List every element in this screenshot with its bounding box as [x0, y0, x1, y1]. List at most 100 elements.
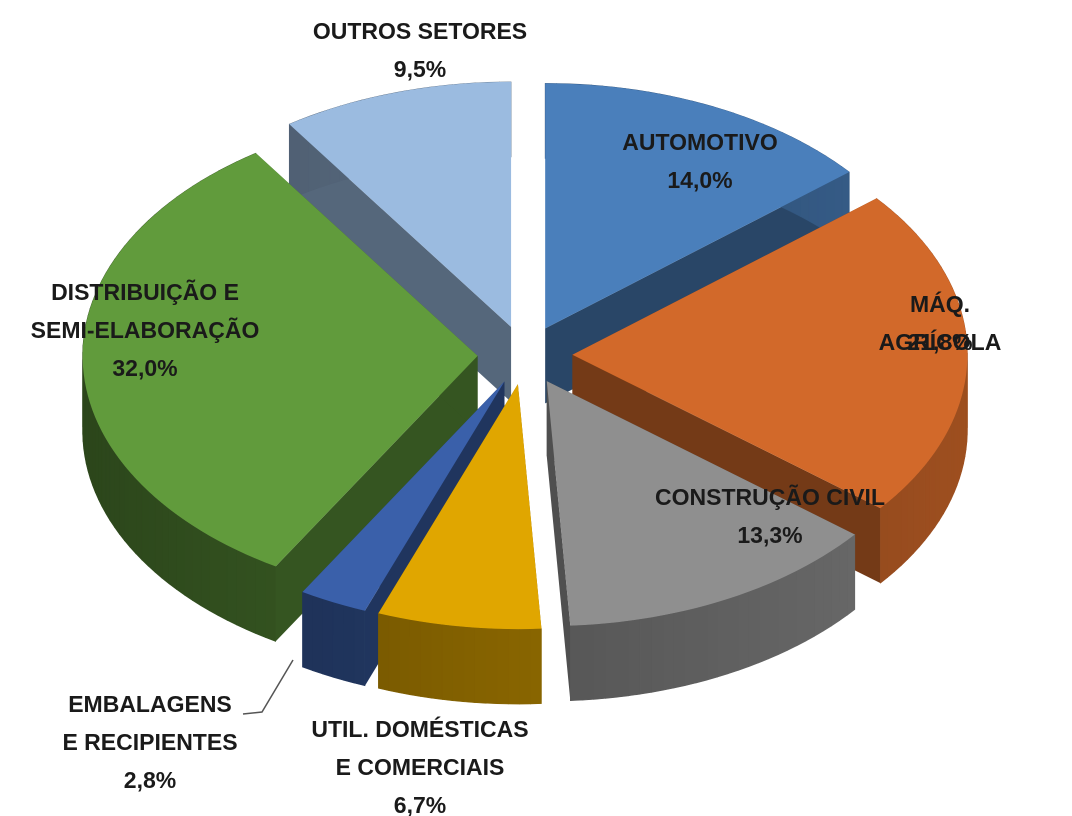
slice-side: [184, 519, 193, 601]
slice-side: [662, 612, 675, 691]
slice-side: [353, 607, 366, 687]
slice-side: [787, 570, 798, 651]
slice: [302, 381, 505, 611]
slice-label: UTIL. DOMÉSTICAS E COMERCIAIS: [311, 716, 529, 780]
slice-group: [546, 381, 856, 701]
slice-group: [378, 384, 542, 705]
slice-side: [209, 535, 219, 617]
slice-side: [135, 477, 143, 561]
slice: [82, 153, 478, 567]
value-label: 32,0%: [112, 355, 178, 381]
value-label: 6,7%: [393, 792, 447, 816]
slice-side: [332, 601, 344, 681]
slice-side: [420, 621, 432, 699]
slice-side: [147, 490, 156, 573]
slice-side: [388, 615, 400, 694]
slice-side: [95, 417, 99, 500]
slice-side: [953, 410, 958, 493]
slice-side: [956, 403, 960, 486]
slice-side: [738, 591, 750, 671]
value-label: 13,3%: [737, 522, 803, 548]
slice-side: [581, 624, 595, 701]
slice-side: [322, 598, 334, 678]
slice-side: [959, 396, 962, 479]
slice-side: [717, 598, 729, 678]
slice-side: [409, 619, 421, 697]
slice-side: [129, 471, 137, 555]
slice-side: [92, 410, 96, 493]
slice-side: [822, 550, 832, 632]
slice-side: [474, 627, 487, 704]
slice-side: [913, 470, 920, 554]
slice-side: [87, 395, 91, 479]
slice-side: [217, 540, 228, 621]
slice-side: [887, 495, 895, 579]
slice-group: [82, 152, 478, 642]
slice-side: [950, 417, 955, 500]
slice-side: [109, 444, 115, 529]
slice: [378, 384, 542, 630]
slice-side: [934, 444, 940, 529]
slice-side: [814, 555, 824, 637]
slice-side: [605, 621, 618, 699]
slice-side: [947, 424, 952, 507]
slice-side: [673, 610, 686, 689]
slice-side: [839, 539, 848, 622]
slice-group: [288, 81, 512, 402]
slice-side: [141, 484, 149, 567]
slice-side: [378, 612, 390, 691]
slice-side: [651, 614, 664, 693]
slice-label: DISTRIBUIÇÃO E SEMI-ELABORAÇÃO: [30, 279, 260, 343]
slice-side: [399, 617, 411, 696]
slice-side: [847, 533, 856, 616]
slice-side: [768, 579, 779, 660]
slice-side: [593, 623, 606, 700]
slice-side: [507, 628, 520, 705]
slice-side: [124, 464, 131, 548]
slice-side: [98, 424, 103, 507]
slice-label: EMBALAGENS E RECIPIENTES: [62, 691, 238, 755]
slice-label: CONSTRUÇÃO CIVIL: [655, 484, 885, 510]
slice-side: [748, 587, 760, 668]
slice-side: [441, 624, 454, 702]
slice-side: [706, 601, 718, 681]
slice-side: [777, 574, 788, 656]
slice: [289, 81, 512, 327]
slice-side: [907, 477, 914, 561]
slice-side: [119, 458, 125, 542]
slice-side: [161, 502, 170, 585]
value-label: 14,0%: [667, 167, 733, 193]
slice-side: [176, 513, 185, 596]
leader-line: [242, 659, 294, 715]
slice-side: [518, 628, 531, 705]
slice-side: [452, 625, 465, 703]
slice-side: [255, 558, 266, 639]
slice-side: [343, 604, 355, 684]
slice-side: [943, 430, 948, 515]
slice-side: [236, 549, 247, 630]
slice-side: [101, 431, 107, 514]
value-label: 2,8%: [123, 767, 177, 793]
slice-side: [939, 437, 944, 522]
slice-side: [758, 583, 769, 664]
slice-side: [831, 545, 840, 627]
slice-label: MÁQ. AGRÍCOLA: [878, 291, 1002, 355]
slice: [572, 198, 968, 509]
slice-side: [924, 457, 931, 542]
slice: [546, 381, 855, 626]
slice-side: [919, 464, 926, 548]
slice-side: [485, 627, 498, 705]
slice-side: [880, 501, 888, 584]
slice-side: [245, 553, 256, 635]
slice-side: [894, 489, 902, 573]
slice-side: [89, 403, 93, 486]
slice-side: [154, 496, 163, 579]
slice-side: [226, 544, 237, 626]
slice-side: [628, 618, 641, 697]
slice-side: [265, 562, 276, 642]
slice-side: [900, 483, 908, 567]
slice-side: [168, 508, 177, 591]
slice-label: AUTOMOTIVO: [622, 129, 778, 155]
